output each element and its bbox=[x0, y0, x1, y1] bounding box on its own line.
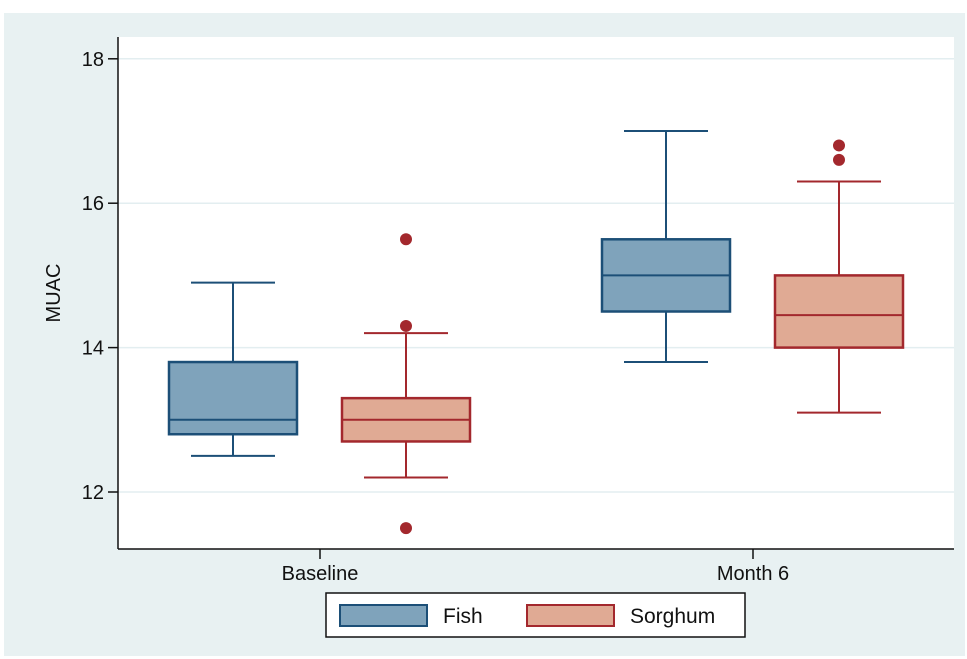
legend-swatch-fish bbox=[339, 604, 428, 627]
outlier-point bbox=[400, 319, 412, 332]
y-tick-label: 16 bbox=[82, 193, 104, 215]
outlier-point bbox=[400, 522, 412, 535]
y-tick-label: 18 bbox=[82, 49, 104, 71]
y-tick-label: 12 bbox=[82, 482, 104, 504]
x-tick-label: Baseline bbox=[282, 563, 359, 585]
x-tick-label: Month 6 bbox=[717, 563, 789, 585]
iqr-box bbox=[773, 274, 905, 349]
gridlines bbox=[118, 58, 954, 493]
legend-swatch-sorghum bbox=[526, 604, 615, 627]
axes: 12 14 16 18 Baseline Month 6 bbox=[82, 37, 954, 585]
outlier-point bbox=[833, 139, 845, 152]
box-sorghum-baseline bbox=[340, 233, 472, 535]
outlier-point bbox=[400, 233, 412, 246]
box-series bbox=[167, 130, 905, 535]
box-sorghum-month-6 bbox=[773, 139, 905, 414]
box-fish-baseline bbox=[167, 281, 299, 457]
y-tick-label: 14 bbox=[82, 338, 104, 360]
legend-label-fish: Fish bbox=[443, 605, 483, 628]
box-fish-month-6 bbox=[600, 130, 732, 364]
outlier-point bbox=[833, 153, 845, 166]
legend: Fish Sorghum bbox=[325, 592, 746, 638]
legend-label-sorghum: Sorghum bbox=[630, 605, 715, 628]
iqr-box bbox=[167, 360, 299, 436]
y-axis-title: MUAC bbox=[43, 264, 65, 323]
